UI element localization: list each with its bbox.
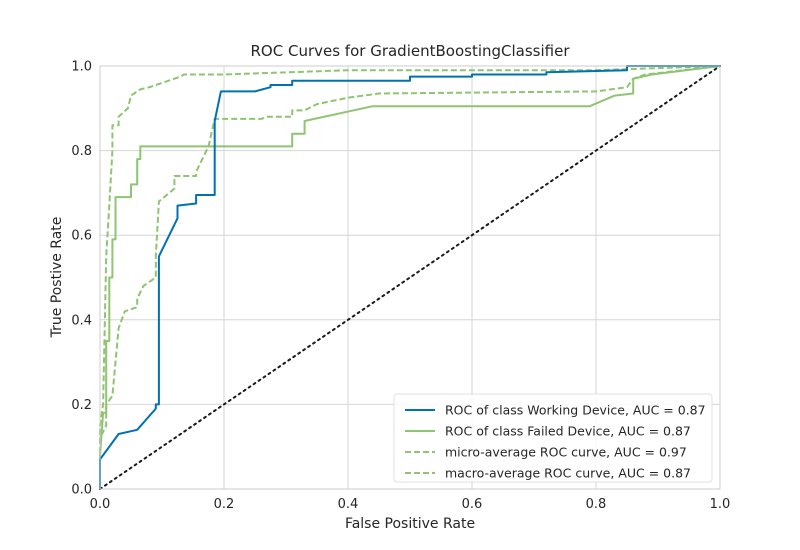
y-tick-labels: 0.0 0.2 0.4 0.6 0.8 1.0 xyxy=(71,60,92,498)
y-tick-label: 0.8 xyxy=(71,144,92,159)
series-layer xyxy=(99,65,721,490)
y-axis-label: True Postive Rate xyxy=(49,217,65,339)
legend-label-2: micro-average ROC curve, AUC = 0.97 xyxy=(445,445,687,460)
y-tick-label: 0.0 xyxy=(71,483,92,498)
y-tick-label: 0.6 xyxy=(71,229,92,244)
legend-box xyxy=(393,393,713,483)
chance-diagonal-line xyxy=(99,65,721,490)
y-tick-label: 0.2 xyxy=(71,398,92,413)
plot-frame xyxy=(99,65,721,490)
x-tick-label: 0.4 xyxy=(338,497,359,512)
x-tick-label: 0.6 xyxy=(462,497,483,512)
x-tick-label: 0.2 xyxy=(214,497,235,512)
series-line-2 xyxy=(99,65,721,489)
legend-label-0: ROC of class Working Device, AUC = 0.87 xyxy=(445,403,706,418)
x-tick-label: 0.8 xyxy=(586,497,607,512)
y-tick-label: 0.4 xyxy=(71,313,92,328)
legend-label-1: ROC of class Failed Device, AUC = 0.87 xyxy=(445,424,691,439)
x-axis-label: False Positive Rate xyxy=(345,516,475,532)
x-tick-label: 0.0 xyxy=(90,497,111,512)
series-line-3 xyxy=(99,65,721,489)
legend: ROC of class Working Device, AUC = 0.87 R… xyxy=(393,393,713,483)
x-tick-label: 1.0 xyxy=(710,497,731,512)
grid-lines xyxy=(99,65,721,490)
y-tick-label: 1.0 xyxy=(71,60,92,75)
x-tick-labels: 0.0 0.2 0.4 0.6 0.8 1.0 xyxy=(90,497,731,512)
chart-title: ROC Curves for GradientBoostingClassifie… xyxy=(251,42,571,60)
legend-label-3: macro-average ROC curve, AUC = 0.87 xyxy=(445,466,691,481)
series-line-0 xyxy=(99,65,720,489)
series-line-1 xyxy=(99,65,721,489)
